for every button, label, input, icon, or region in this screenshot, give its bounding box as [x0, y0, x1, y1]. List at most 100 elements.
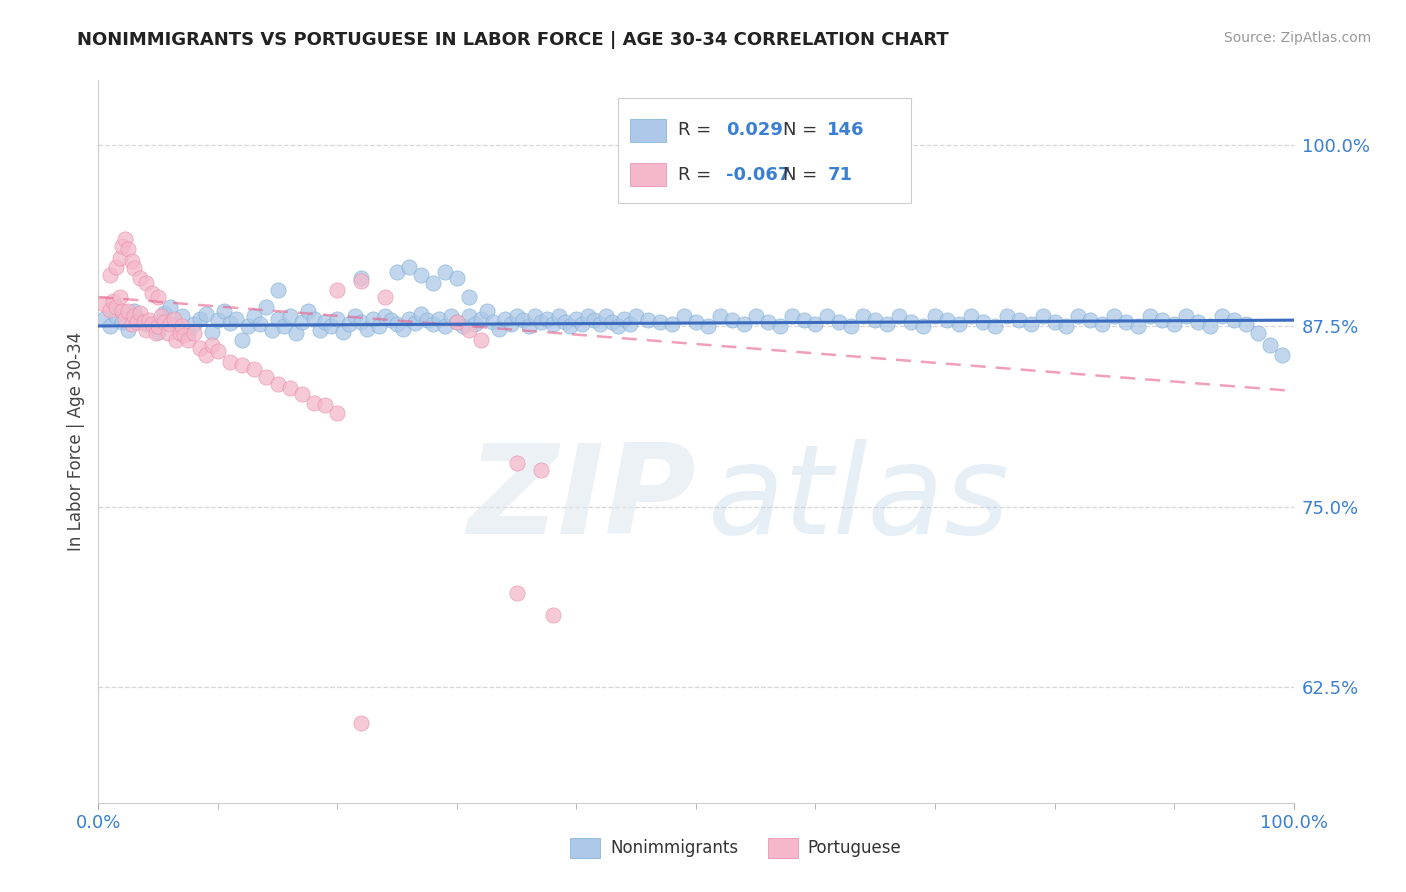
Point [339, 318, 361, 332]
Point [411, 268, 433, 283]
Point [129, 306, 152, 320]
Point [541, 607, 564, 622]
Point [768, 318, 790, 333]
Point [434, 318, 457, 333]
Point [416, 313, 439, 327]
Point [207, 343, 229, 358]
Point [141, 285, 163, 300]
Point [111, 304, 134, 318]
Point [745, 309, 768, 323]
Point [475, 304, 498, 318]
Point [1175, 309, 1198, 323]
Point [225, 311, 247, 326]
Text: Source: ZipAtlas.com: Source: ZipAtlas.com [1223, 31, 1371, 45]
Point [583, 313, 606, 327]
Point [607, 318, 630, 333]
Point [141, 318, 163, 332]
Point [254, 369, 277, 384]
Point [661, 318, 683, 332]
Point [488, 322, 510, 336]
Point [1152, 313, 1174, 327]
Point [499, 318, 522, 332]
Point [350, 315, 373, 329]
Point [865, 313, 887, 327]
Point [273, 318, 295, 333]
Point [427, 311, 450, 326]
Point [188, 341, 211, 355]
Point [363, 311, 385, 326]
Point [1043, 315, 1066, 329]
Point [1032, 309, 1054, 323]
Point [721, 313, 744, 327]
Point [924, 309, 946, 323]
Point [153, 315, 176, 329]
Point [350, 716, 373, 731]
Text: R =: R = [678, 166, 717, 184]
Point [98, 303, 122, 318]
Point [326, 406, 349, 420]
Point [124, 309, 146, 323]
Point [93, 311, 115, 326]
Point [756, 315, 779, 329]
Point [183, 326, 205, 340]
Point [308, 323, 330, 337]
Point [565, 311, 588, 326]
Point [446, 271, 468, 285]
Point [1163, 318, 1185, 332]
Point [267, 311, 290, 326]
Point [231, 358, 253, 372]
Point [578, 309, 600, 323]
Point [411, 307, 433, 321]
Point [105, 300, 128, 314]
Point [481, 315, 505, 329]
Point [135, 276, 157, 290]
Point [315, 315, 337, 329]
Point [219, 316, 242, 330]
Point [138, 313, 160, 327]
Point [183, 318, 205, 332]
Point [1247, 326, 1270, 340]
Point [1091, 318, 1114, 332]
Text: 0.029: 0.029 [725, 121, 783, 139]
Point [207, 313, 229, 327]
Point [108, 251, 131, 265]
Point [111, 315, 134, 329]
Point [506, 586, 529, 600]
Point [117, 304, 139, 318]
Point [619, 318, 641, 332]
Point [458, 323, 481, 337]
Point [470, 334, 492, 348]
Point [148, 325, 170, 339]
Point [145, 326, 167, 340]
Point [852, 309, 875, 323]
Point [1008, 313, 1031, 327]
Point [260, 323, 283, 337]
Text: NONIMMIGRANTS VS PORTUGUESE IN LABOR FORCE | AGE 30-34 CORRELATION CHART: NONIMMIGRANTS VS PORTUGUESE IN LABOR FOR… [77, 31, 949, 49]
FancyBboxPatch shape [630, 119, 666, 142]
Point [1115, 315, 1137, 329]
Point [948, 318, 970, 332]
Point [900, 315, 922, 329]
Point [984, 318, 1007, 333]
Text: -0.067: -0.067 [725, 166, 790, 184]
Point [267, 283, 290, 297]
Point [165, 334, 187, 348]
Point [613, 311, 636, 326]
Point [530, 463, 553, 477]
Point [589, 318, 612, 332]
Point [876, 318, 898, 332]
Text: ZIP: ZIP [467, 439, 696, 560]
Point [105, 260, 128, 274]
Point [114, 311, 136, 326]
Point [673, 309, 696, 323]
Point [1128, 318, 1150, 333]
Point [385, 318, 409, 332]
Point [793, 313, 815, 327]
Point [212, 304, 235, 318]
Point [344, 309, 367, 323]
Point [536, 311, 558, 326]
Point [114, 232, 136, 246]
Point [446, 315, 468, 329]
Point [523, 309, 546, 323]
Point [105, 309, 128, 323]
